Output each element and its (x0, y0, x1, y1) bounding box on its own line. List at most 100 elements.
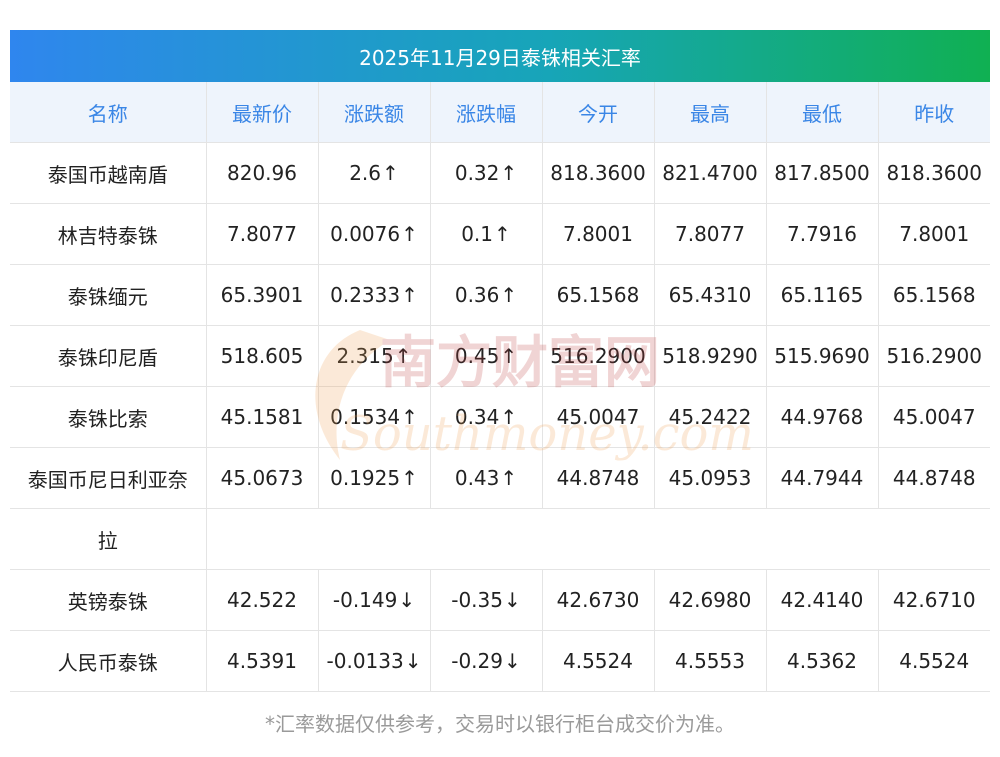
latest-price: 820.96 (206, 142, 319, 204)
table-row[interactable]: 英镑泰铢 42.522 -0.149↓ -0.35↓ 42.6730 42.69… (10, 569, 990, 631)
low-price: 42.4140 (766, 569, 879, 631)
latest-price: 65.3901 (206, 264, 319, 326)
latest-price: 518.605 (206, 325, 319, 387)
pair-name: 英镑泰铢 (10, 569, 207, 631)
up-arrow-icon: ↑ (394, 344, 412, 368)
prev-close-price: 818.3600 (878, 142, 990, 204)
pair-name: 泰铢比索 (10, 386, 207, 448)
prev-close-price: 516.2900 (878, 325, 990, 387)
table-header-row: 名称 最新价 涨跌额 涨跌幅 今开 最高 最低 昨收 (10, 82, 990, 143)
column-header-prev-close: 昨收 (878, 82, 990, 143)
table-row[interactable]: 泰铢印尼盾 518.605 2.315↑ 0.45↑ 516.2900 518.… (10, 325, 990, 387)
table-row[interactable]: 泰铢比索 45.1581 0.1534↑ 0.34↑ 45.0047 45.24… (10, 386, 990, 448)
prev-close-price: 7.8001 (878, 203, 990, 265)
column-header-high: 最高 (654, 82, 767, 143)
low-price: 44.9768 (766, 386, 879, 448)
high-price: 42.6980 (654, 569, 767, 631)
change-amount: 0.0076↑ (318, 203, 431, 265)
pair-name: 林吉特泰铢 (10, 203, 207, 265)
up-arrow-icon: ↑ (500, 161, 518, 185)
latest-price: 7.8077 (206, 203, 319, 265)
column-header-change: 涨跌额 (318, 82, 431, 143)
change-percent: 0.36↑ (430, 264, 543, 326)
table-row[interactable]: 泰国币越南盾 820.96 2.6↑ 0.32↑ 818.3600 821.47… (10, 142, 990, 204)
pair-name-wrap: 拉 (10, 508, 207, 570)
high-price: 45.2422 (654, 386, 767, 448)
up-arrow-icon: ↑ (500, 466, 518, 490)
table-row[interactable]: 泰国币尼日利亚奈 45.0673 0.1925↑ 0.43↑ 44.8748 4… (10, 447, 990, 509)
high-price: 45.0953 (654, 447, 767, 509)
up-arrow-icon: ↑ (401, 405, 418, 429)
down-arrow-icon: ↓ (398, 588, 416, 612)
open-price: 45.0047 (542, 386, 655, 448)
change-percent: -0.29↓ (430, 630, 543, 692)
change-amount: -0.0133↓ (318, 630, 431, 692)
column-header-low: 最低 (766, 82, 879, 143)
prev-close-price: 4.5524 (878, 630, 990, 692)
column-header-name: 名称 (10, 82, 207, 143)
latest-price: 45.0673 (206, 447, 319, 509)
down-arrow-icon: ↓ (503, 588, 521, 612)
high-price: 7.8077 (654, 203, 767, 265)
prev-close-price: 45.0047 (878, 386, 990, 448)
change-percent: 0.32↑ (430, 142, 543, 204)
table-title-banner: 2025年11月29日泰铢相关汇率 (10, 30, 990, 82)
change-amount: 0.2333↑ (318, 264, 431, 326)
table-row[interactable]: 林吉特泰铢 7.8077 0.0076↑ 0.1↑ 7.8001 7.8077 … (10, 203, 990, 265)
up-arrow-icon: ↑ (500, 405, 518, 429)
up-arrow-icon: ↑ (401, 466, 418, 490)
empty-cell (206, 508, 990, 570)
change-percent: 0.45↑ (430, 325, 543, 387)
down-arrow-icon: ↓ (404, 649, 422, 673)
change-amount: -0.149↓ (318, 569, 431, 631)
up-arrow-icon: ↑ (382, 161, 399, 185)
pair-name: 人民币泰铢 (10, 630, 207, 692)
exchange-rate-table: 名称 最新价 涨跌额 涨跌幅 今开 最高 最低 昨收 泰国币越南盾 820.96… (10, 82, 990, 692)
low-price: 65.1165 (766, 264, 879, 326)
change-amount: 2.6↑ (318, 142, 431, 204)
column-header-change-pct: 涨跌幅 (430, 82, 543, 143)
prev-close-price: 44.8748 (878, 447, 990, 509)
low-price: 817.8500 (766, 142, 879, 204)
up-arrow-icon: ↑ (494, 222, 511, 246)
open-price: 65.1568 (542, 264, 655, 326)
change-amount: 0.1925↑ (318, 447, 431, 509)
pair-name: 泰国币越南盾 (10, 142, 207, 204)
open-price: 7.8001 (542, 203, 655, 265)
column-header-open: 今开 (542, 82, 655, 143)
open-price: 44.8748 (542, 447, 655, 509)
up-arrow-icon: ↑ (401, 283, 418, 307)
change-amount: 2.315↑ (318, 325, 431, 387)
table-row[interactable]: 人民币泰铢 4.5391 -0.0133↓ -0.29↓ 4.5524 4.55… (10, 630, 990, 692)
table-row[interactable]: 泰铢缅元 65.3901 0.2333↑ 0.36↑ 65.1568 65.43… (10, 264, 990, 326)
column-header-latest: 最新价 (206, 82, 319, 143)
latest-price: 45.1581 (206, 386, 319, 448)
pair-name: 泰国币尼日利亚奈 (10, 447, 207, 509)
disclaimer-footnote: *汇率数据仅供参考，交易时以银行柜台成交价为准。 (265, 712, 735, 736)
change-percent: 0.43↑ (430, 447, 543, 509)
high-price: 65.4310 (654, 264, 767, 326)
low-price: 7.7916 (766, 203, 879, 265)
latest-price: 42.522 (206, 569, 319, 631)
table-row-continuation: 拉 (10, 508, 990, 570)
low-price: 515.9690 (766, 325, 879, 387)
change-percent: 0.1↑ (430, 203, 543, 265)
open-price: 42.6730 (542, 569, 655, 631)
change-percent: 0.34↑ (430, 386, 543, 448)
open-price: 4.5524 (542, 630, 655, 692)
pair-name: 泰铢缅元 (10, 264, 207, 326)
table-title: 2025年11月29日泰铢相关汇率 (359, 45, 641, 70)
prev-close-price: 65.1568 (878, 264, 990, 326)
pair-name: 泰铢印尼盾 (10, 325, 207, 387)
up-arrow-icon: ↑ (401, 222, 418, 246)
prev-close-price: 42.6710 (878, 569, 990, 631)
high-price: 821.4700 (654, 142, 767, 204)
change-percent: -0.35↓ (430, 569, 543, 631)
high-price: 4.5553 (654, 630, 767, 692)
change-amount: 0.1534↑ (318, 386, 431, 448)
low-price: 4.5362 (766, 630, 879, 692)
low-price: 44.7944 (766, 447, 879, 509)
high-price: 518.9290 (654, 325, 767, 387)
open-price: 516.2900 (542, 325, 655, 387)
up-arrow-icon: ↑ (500, 283, 518, 307)
